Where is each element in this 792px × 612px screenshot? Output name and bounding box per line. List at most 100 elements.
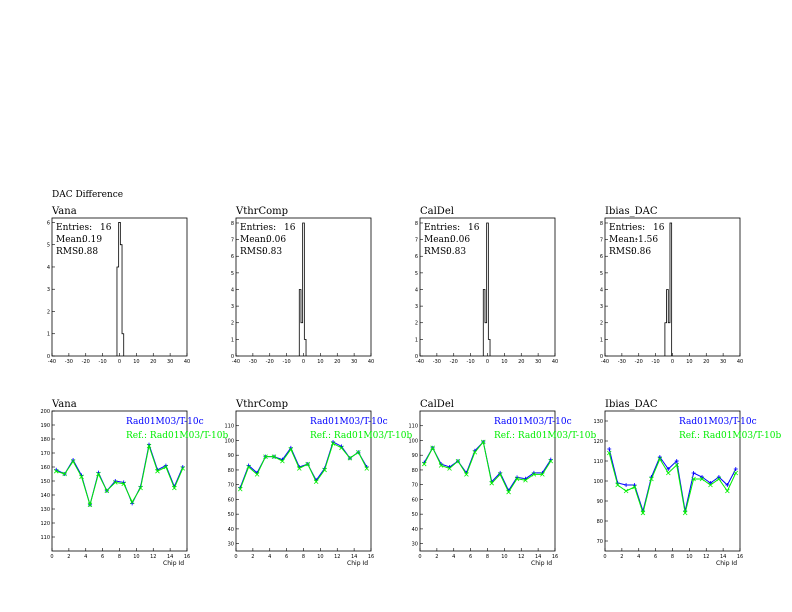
x-tick-label: -10 <box>652 359 660 365</box>
x-tick-label: 40 <box>184 359 190 365</box>
data-point <box>514 476 520 482</box>
stats-mean-value: -1.56 <box>635 235 658 245</box>
data-point <box>480 439 486 445</box>
y-tick-label: 70 <box>228 483 234 489</box>
data-point <box>725 488 730 494</box>
y-tick-label: 180 <box>40 437 50 443</box>
stats-mean-label: Mean: <box>56 235 85 245</box>
x-tick-label: 0 <box>671 359 674 365</box>
x-tick-label: 2 <box>67 554 70 560</box>
y-tick-label: 3 <box>47 287 50 293</box>
y-tick-label: 90 <box>412 453 418 459</box>
y-tick-label: 6 <box>231 254 234 260</box>
stats-rms-value: 0.83 <box>262 247 282 257</box>
x-tick-label: -10 <box>283 359 291 365</box>
x-tick-label: 10 <box>501 554 507 560</box>
y-tick-label: 120 <box>40 521 50 527</box>
y-tick-label: 4 <box>600 287 603 293</box>
x-tick-label: -20 <box>635 359 643 365</box>
legend-entry-0: Rad01M03/T-10c <box>126 417 204 427</box>
y-tick-label: 0 <box>231 354 234 360</box>
data-point <box>322 467 327 473</box>
x-tick-label: 12 <box>518 554 524 560</box>
y-tick-label: 50 <box>228 512 234 518</box>
data-point <box>421 461 427 467</box>
y-tick-label: 0 <box>415 354 418 360</box>
data-point <box>438 463 444 468</box>
stats-entries-value: 16 <box>100 223 112 233</box>
x-tick-label: 10 <box>133 359 139 365</box>
data-point <box>237 486 243 492</box>
x-tick-label: 12 <box>334 554 340 560</box>
data-point <box>271 454 277 459</box>
data-point <box>87 502 93 508</box>
x-tick-label: 4 <box>452 554 455 560</box>
x-tick-label: 10 <box>501 359 507 365</box>
y-tick-label: 6 <box>47 220 50 226</box>
data-point <box>254 472 260 477</box>
data-point <box>430 445 435 451</box>
x-tick-label: 40 <box>552 359 558 365</box>
data-point <box>280 458 285 464</box>
y-tick-label: 8 <box>600 221 603 227</box>
x-tick-label: 40 <box>737 359 743 365</box>
legend-entry-0: Rad01M03/T-10c <box>679 417 757 427</box>
legend-entry-1: Ref.: Rad01M03/T-10b <box>126 431 228 441</box>
x-tick-label: -10 <box>467 359 475 365</box>
data-point <box>104 488 110 494</box>
x-tick-label: 40 <box>368 359 374 365</box>
data-point <box>632 484 637 490</box>
y-tick-label: 2 <box>600 321 603 327</box>
data-point <box>138 485 143 491</box>
panel-title: Ibias_DAC <box>605 399 658 410</box>
data-point <box>313 479 319 485</box>
legend-entry-0: Rad01M03/T-10c <box>494 417 572 427</box>
histogram-outline <box>664 222 673 356</box>
data-point <box>548 458 554 464</box>
y-tick-label: 130 <box>40 507 50 513</box>
data-point <box>146 443 152 449</box>
data-point <box>623 488 629 494</box>
x-axis-label: Chip Id <box>531 560 552 567</box>
y-tick-label: 140 <box>40 493 50 499</box>
stats-rms-value: 0.86 <box>631 247 651 257</box>
y-tick-label: 100 <box>593 479 603 485</box>
stats-rms-label: RMS: <box>240 247 265 257</box>
data-point <box>606 450 612 456</box>
y-tick-label: 6 <box>600 254 603 260</box>
x-tick-label: 8 <box>671 554 674 560</box>
y-tick-label: 7 <box>231 238 234 244</box>
legend-entry-0: Rad01M03/T-10c <box>310 417 388 427</box>
x-tick-label: 0 <box>603 554 606 560</box>
data-point <box>112 480 118 485</box>
y-tick-label: 120 <box>593 439 603 445</box>
x-tick-label: 8 <box>118 554 121 560</box>
data-point <box>180 466 186 471</box>
x-tick-label: 16 <box>184 554 190 560</box>
x-tick-label: -30 <box>65 359 73 365</box>
data-point <box>305 461 311 467</box>
stats-rms-label: RMS: <box>56 247 81 257</box>
data-point <box>96 471 101 477</box>
histogram-bin <box>485 323 487 356</box>
x-tick-label: 12 <box>150 554 156 560</box>
x-tick-label: -20 <box>82 359 90 365</box>
x-tick-label: -40 <box>48 359 56 365</box>
series-line-1 <box>423 440 552 494</box>
data-point <box>708 482 713 488</box>
x-tick-label: 14 <box>720 554 726 560</box>
y-tick-label: 190 <box>40 423 50 429</box>
x-tick-label: 4 <box>268 554 271 560</box>
data-point <box>296 466 302 471</box>
data-point <box>347 455 353 461</box>
y-tick-label: 4 <box>415 287 418 293</box>
x-tick-label: 4 <box>637 554 640 560</box>
stats-mean-value: 0.06 <box>266 235 286 245</box>
x-tick-label: 14 <box>167 554 173 560</box>
y-tick-label: 70 <box>597 539 603 545</box>
panel-title: VthrComp <box>235 206 288 217</box>
y-tick-label: 1 <box>415 337 418 343</box>
x-tick-label: 6 <box>654 554 657 560</box>
x-tick-label: 0 <box>486 359 489 365</box>
y-tick-label: 2 <box>47 309 50 315</box>
